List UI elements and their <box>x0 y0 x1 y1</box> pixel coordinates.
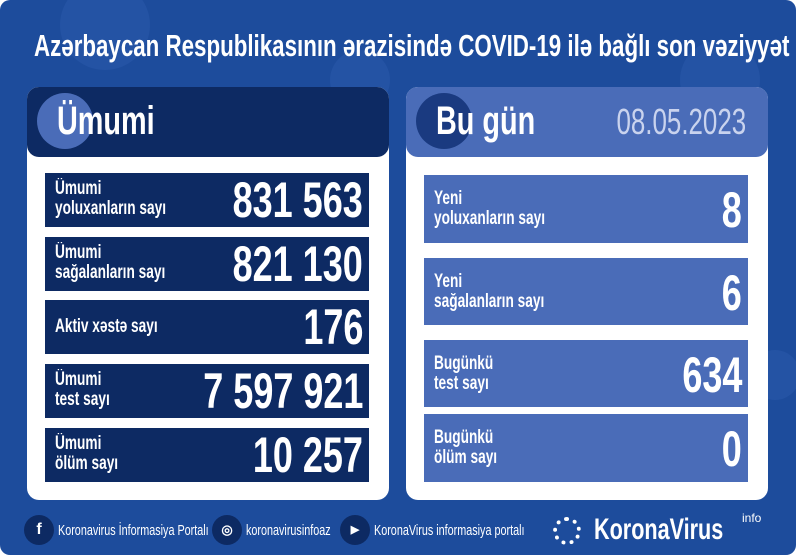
total-panel: Ümumi Ümumi yoluxanların sayı 831 563 Ümu… <box>27 87 389 500</box>
stat-value: 10 257 <box>252 427 363 483</box>
stat-row-today-tests: Bugünkü test sayı 634 <box>424 340 748 407</box>
stat-label: Yeni yoluxanların sayı <box>434 188 546 229</box>
stat-value: 831 563 <box>232 172 363 228</box>
youtube-link[interactable]: KoronaVirus informasiya portalı <box>374 522 525 539</box>
stat-label: Ümumi sağalanların sayı <box>55 242 166 283</box>
stat-label: Aktiv xəstə sayı <box>55 316 158 337</box>
stat-value: 0 <box>721 421 742 477</box>
today-panel-header: Bu gün 08.05.2023 <box>406 87 768 157</box>
stat-row-active: Aktiv xəstə sayı 176 <box>45 299 369 355</box>
koronavirus-logo-suffix: info <box>742 511 762 525</box>
report-date: 08.05.2023 <box>616 101 746 142</box>
virus-icon <box>416 93 472 149</box>
facebook-link[interactable]: Koronavirus İnformasiya Portalı <box>58 522 209 539</box>
stat-value: 7 597 921 <box>202 363 363 419</box>
virus-decoration-icon <box>60 0 150 70</box>
footer: f Koronavirus İnformasiya Portalı ◎ koro… <box>0 505 796 555</box>
page-title: Azərbaycan Respublikasının ərazisində CO… <box>34 28 790 63</box>
stat-value: 634 <box>681 347 742 403</box>
total-header-label: Ümumi <box>57 99 155 143</box>
virus-icon <box>37 93 93 149</box>
stat-label: Ümumi test sayı <box>55 369 110 410</box>
stat-row-total-tests: Ümumi test sayı 7 597 921 <box>45 363 369 419</box>
stat-row-new-infected: Yeni yoluxanların sayı 8 <box>424 175 748 243</box>
koronavirus-logo: KoronaVirus <box>594 513 724 546</box>
stat-row-total-infected: Ümumi yoluxanların sayı 831 563 <box>45 172 369 228</box>
total-panel-header: Ümumi <box>27 87 389 157</box>
facebook-icon[interactable]: f <box>24 515 54 545</box>
stat-label: Ümumi ölüm sayı <box>55 433 119 474</box>
stat-label: Yeni sağalanların sayı <box>434 271 545 312</box>
stat-row-total-recovered: Ümumi sağalanların sayı 821 130 <box>45 236 369 292</box>
youtube-icon[interactable]: ▶ <box>340 515 370 545</box>
stat-row-total-deaths: Ümumi ölüm sayı 10 257 <box>45 427 369 483</box>
stat-row-new-recovered: Yeni sağalanların sayı 6 <box>424 258 748 325</box>
stat-value: 176 <box>302 299 363 355</box>
stat-value: 821 130 <box>232 236 363 292</box>
stat-label: Bugünkü ölüm sayı <box>434 427 498 468</box>
stat-value: 6 <box>721 265 742 321</box>
stat-value: 8 <box>721 182 742 238</box>
today-panel: Bu gün 08.05.2023 Yeni yoluxanların sayı … <box>406 87 768 500</box>
today-header-label: Bu gün <box>436 99 536 143</box>
koronavirus-logo-icon <box>553 517 581 545</box>
instagram-link[interactable]: koronavirusinfoaz <box>246 522 331 539</box>
stat-label: Ümumi yoluxanların sayı <box>55 178 167 219</box>
instagram-icon[interactable]: ◎ <box>212 515 242 545</box>
stat-label: Bugünkü test sayı <box>434 353 494 394</box>
stat-row-today-deaths: Bugünkü ölüm sayı 0 <box>424 414 748 482</box>
